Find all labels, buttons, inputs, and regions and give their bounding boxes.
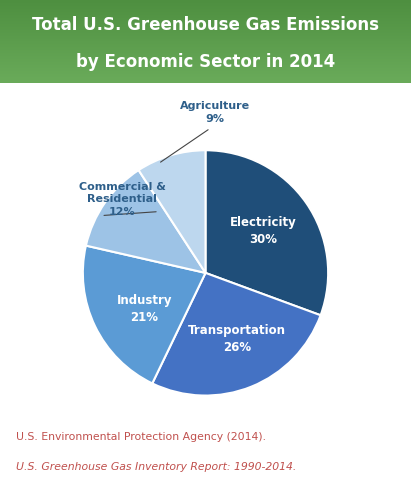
Wedge shape [139,150,206,273]
Text: Industry
21%: Industry 21% [116,294,172,324]
Text: by Economic Sector in 2014: by Economic Sector in 2014 [76,53,335,71]
Wedge shape [152,273,321,395]
Text: Commercial &
Residential
12%: Commercial & Residential 12% [79,182,166,217]
Text: Electricity
30%: Electricity 30% [230,216,296,246]
Text: Total U.S. Greenhouse Gas Emissions: Total U.S. Greenhouse Gas Emissions [32,16,379,34]
Text: U.S. Greenhouse Gas Inventory Report: 1990-2014.: U.S. Greenhouse Gas Inventory Report: 19… [16,462,297,471]
Text: Transportation
26%: Transportation 26% [188,324,286,355]
Text: U.S. Environmental Protection Agency (2014).: U.S. Environmental Protection Agency (20… [16,432,266,442]
Wedge shape [83,245,206,383]
Wedge shape [86,170,206,273]
Wedge shape [206,150,328,315]
Text: Agriculture
9%: Agriculture 9% [180,101,250,124]
